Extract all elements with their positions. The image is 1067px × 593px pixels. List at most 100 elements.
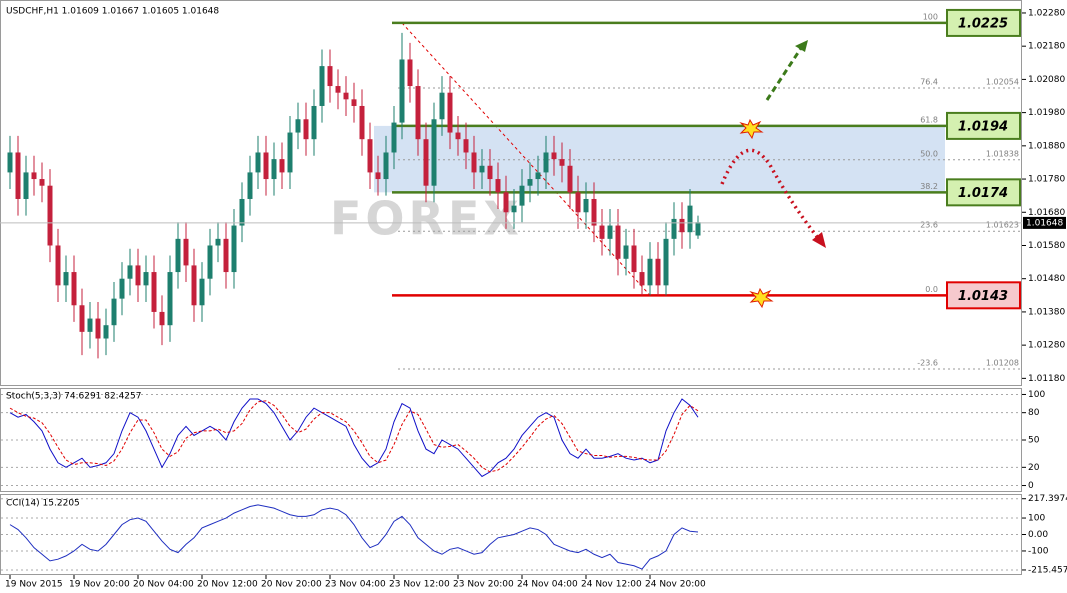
fib-level-label: 76.4 [920, 78, 938, 87]
candle-body [375, 172, 381, 180]
y-tick-label: 217.3974 [1028, 494, 1067, 504]
candle-body [367, 139, 373, 173]
x-tick-label: 19 Nov 2015 [5, 580, 63, 590]
candle-body [23, 172, 29, 199]
candle-body [119, 278, 125, 299]
candle-body [95, 318, 101, 339]
candle-body [127, 265, 133, 279]
up-arrow-head [795, 40, 808, 52]
fib-price-label: 1.01208 [986, 359, 1019, 368]
price-box-label: 1.0143 [958, 289, 1008, 304]
y-tick-label: 1.01980 [1028, 108, 1065, 118]
candle-body [471, 152, 477, 173]
last-price-label: 1.01648 [1026, 218, 1063, 228]
candle-body [103, 325, 109, 339]
candle-body [567, 165, 573, 193]
y-tick-label: 1.01380 [1028, 307, 1065, 317]
candle-body [623, 245, 629, 259]
candle-body [239, 198, 245, 226]
fib-level-label: 0.0 [925, 285, 938, 294]
candle-body [575, 192, 581, 213]
candle-body [535, 172, 541, 180]
candle-body [87, 318, 93, 332]
price-box-label: 1.0194 [958, 119, 1008, 134]
candle-body [63, 272, 69, 286]
candle-body [111, 298, 117, 326]
candle-body [335, 86, 341, 93]
candle-body [207, 245, 213, 279]
candle-body [359, 105, 365, 140]
x-tick-label: 23 Nov 12:00 [389, 580, 450, 590]
candle-body [199, 278, 205, 306]
chart-title: USDCHF,H1 1.01609 1.01667 1.01605 1.0164… [6, 7, 219, 17]
candle-body [175, 238, 181, 273]
candle-body [647, 258, 653, 286]
y-tick-label: 100 [1028, 390, 1045, 400]
plot-layer: 1.02280 1.02180 1.02080 1.01980 1.01880 1.017… [0, 8, 1067, 590]
candle-body [543, 152, 549, 173]
candle-body [399, 59, 405, 123]
price-box [946, 281, 1021, 310]
x-tick-label: 23 Nov 04:00 [325, 580, 386, 590]
candle-body [559, 159, 565, 166]
x-tick-label: 24 Nov 04:00 [517, 580, 578, 590]
candle-body [639, 272, 645, 286]
y-tick-label: -100 [1028, 546, 1049, 556]
y-tick-label: -215.457 [1028, 565, 1067, 575]
y-tick-label: 80 [1028, 408, 1040, 418]
cci-title: CCI(14) 15.2205 [6, 499, 80, 509]
candle-body [383, 152, 389, 180]
candle-body [551, 152, 557, 160]
price-box [946, 8, 1021, 37]
price-box [946, 111, 1021, 140]
candle-body [519, 185, 525, 206]
x-tick-label: 24 Nov 12:00 [581, 580, 642, 590]
indicator-line [9, 504, 699, 570]
candle-body [191, 265, 197, 306]
candle-body [687, 205, 693, 233]
x-tick-label: 20 Nov 20:00 [261, 580, 322, 590]
candle-body [599, 225, 605, 239]
fib-level-label: 50.0 [920, 149, 938, 158]
candle-body [271, 159, 277, 180]
candle-body [351, 99, 357, 106]
zone [374, 125, 945, 193]
candle-body [663, 238, 669, 286]
y-tick-label: 1.02180 [1028, 42, 1065, 52]
candle-body [591, 198, 597, 226]
candle-body [455, 132, 461, 140]
candle-body [15, 152, 21, 199]
candle-body [503, 192, 509, 213]
fib-price-label: 1.01838 [986, 149, 1019, 158]
candle-body [7, 152, 13, 173]
candle-body [223, 238, 229, 273]
candle-body [263, 152, 269, 180]
x-tick-label: 24 Nov 20:00 [645, 580, 706, 590]
burst-icon [749, 287, 774, 309]
candle-body [135, 265, 141, 286]
candle-body [311, 105, 317, 140]
candle-body [47, 185, 53, 246]
price-box-label: 1.0174 [958, 186, 1008, 201]
x-tick-label: 20 Nov 12:00 [197, 580, 258, 590]
y-tick-label: 1.01180 [1028, 374, 1065, 384]
candle-body [55, 245, 61, 286]
candle-body [295, 119, 301, 133]
candle-body [431, 119, 437, 186]
candle-body [183, 238, 189, 266]
y-tick-label: 1.02280 [1028, 8, 1065, 18]
candle-body [671, 218, 677, 239]
candle-body [167, 272, 173, 326]
y-tick-label: 50 [1028, 436, 1040, 446]
candle-body [407, 59, 413, 87]
y-tick-label: 1.01880 [1028, 141, 1065, 151]
price-box-label: 1.0225 [958, 16, 1008, 31]
last-price-box [1023, 216, 1066, 229]
candle-body [631, 245, 637, 273]
fib-level-label: 100 [923, 12, 938, 21]
candle-body [495, 179, 501, 193]
candle-body [71, 272, 77, 306]
candle-body [615, 225, 621, 259]
candle-body [327, 66, 333, 87]
